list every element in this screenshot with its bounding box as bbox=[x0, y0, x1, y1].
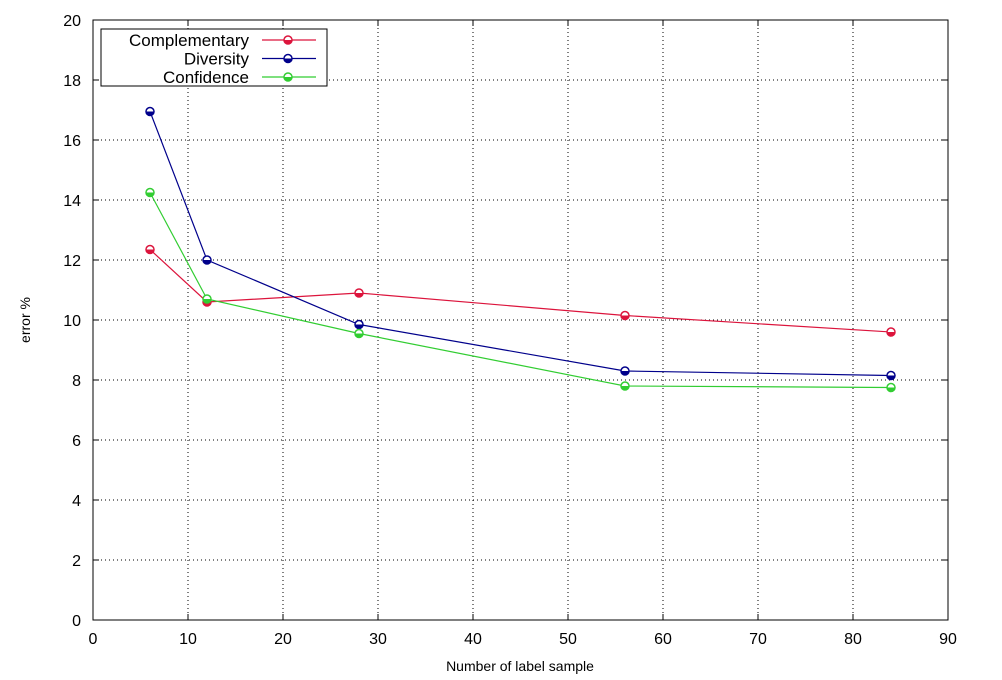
diversity-point-fill bbox=[146, 111, 154, 116]
legend-marker-fill-diversity bbox=[284, 58, 292, 63]
confidence-point-fill bbox=[146, 192, 154, 197]
complementary-point-fill bbox=[887, 332, 895, 336]
y-tick-label: 14 bbox=[63, 193, 81, 210]
x-tick-label: 90 bbox=[939, 631, 957, 648]
x-tick-label: 80 bbox=[844, 631, 862, 648]
confidence-line bbox=[149, 192, 892, 389]
y-tick-label: 10 bbox=[63, 313, 81, 330]
x-tick-label: 10 bbox=[179, 631, 197, 648]
legend-label-complementary: Complementary bbox=[129, 31, 249, 50]
complementary-point-fill bbox=[621, 315, 629, 320]
x-tick-label: 50 bbox=[559, 631, 577, 648]
y-axis-label: error % bbox=[17, 297, 33, 343]
legend-label-confidence: Confidence bbox=[163, 68, 249, 87]
series-group bbox=[145, 106, 896, 393]
complementary-point-fill bbox=[355, 293, 363, 297]
diversity-line bbox=[149, 111, 892, 377]
y-tick-label: 12 bbox=[63, 253, 81, 270]
x-tick-label: 60 bbox=[654, 631, 672, 648]
y-tick-label: 0 bbox=[72, 613, 81, 630]
diversity-point-fill bbox=[621, 371, 629, 375]
y-tick-label: 18 bbox=[63, 73, 81, 90]
confidence-point-fill bbox=[355, 333, 363, 338]
grid bbox=[93, 20, 948, 620]
y-tick-label: 2 bbox=[72, 553, 81, 570]
confidence-point-fill bbox=[203, 299, 211, 303]
ticks: 0 10 20 30 40 50 60 70 80 90 0 2 4 6 8 10 12 14 16 18 20 bbox=[63, 13, 957, 648]
x-axis-label: Number of label sample bbox=[446, 658, 594, 674]
complementary-point-fill bbox=[146, 249, 154, 254]
legend-label-diversity: Diversity bbox=[184, 50, 250, 69]
x-tick-label: 30 bbox=[369, 631, 387, 648]
x-tick-label: 20 bbox=[274, 631, 292, 648]
diversity-point-fill bbox=[203, 260, 211, 264]
legend-marker-fill-complementary bbox=[284, 40, 292, 44]
diversity-point-fill bbox=[355, 324, 363, 329]
y-tick-label: 4 bbox=[72, 493, 81, 510]
x-tick-label: 0 bbox=[89, 631, 98, 648]
y-tick-label: 6 bbox=[72, 433, 81, 450]
y-tick-label: 8 bbox=[72, 373, 81, 390]
confidence-point-fill bbox=[887, 387, 895, 392]
diversity-point-fill bbox=[887, 375, 895, 380]
x-tick-label: 70 bbox=[749, 631, 767, 648]
y-tick-label: 16 bbox=[63, 133, 81, 150]
y-tick-label: 20 bbox=[63, 13, 81, 30]
confidence-point-fill bbox=[621, 386, 629, 390]
legend-marker-fill-confidence bbox=[284, 77, 292, 81]
x-tick-label: 40 bbox=[464, 631, 482, 648]
